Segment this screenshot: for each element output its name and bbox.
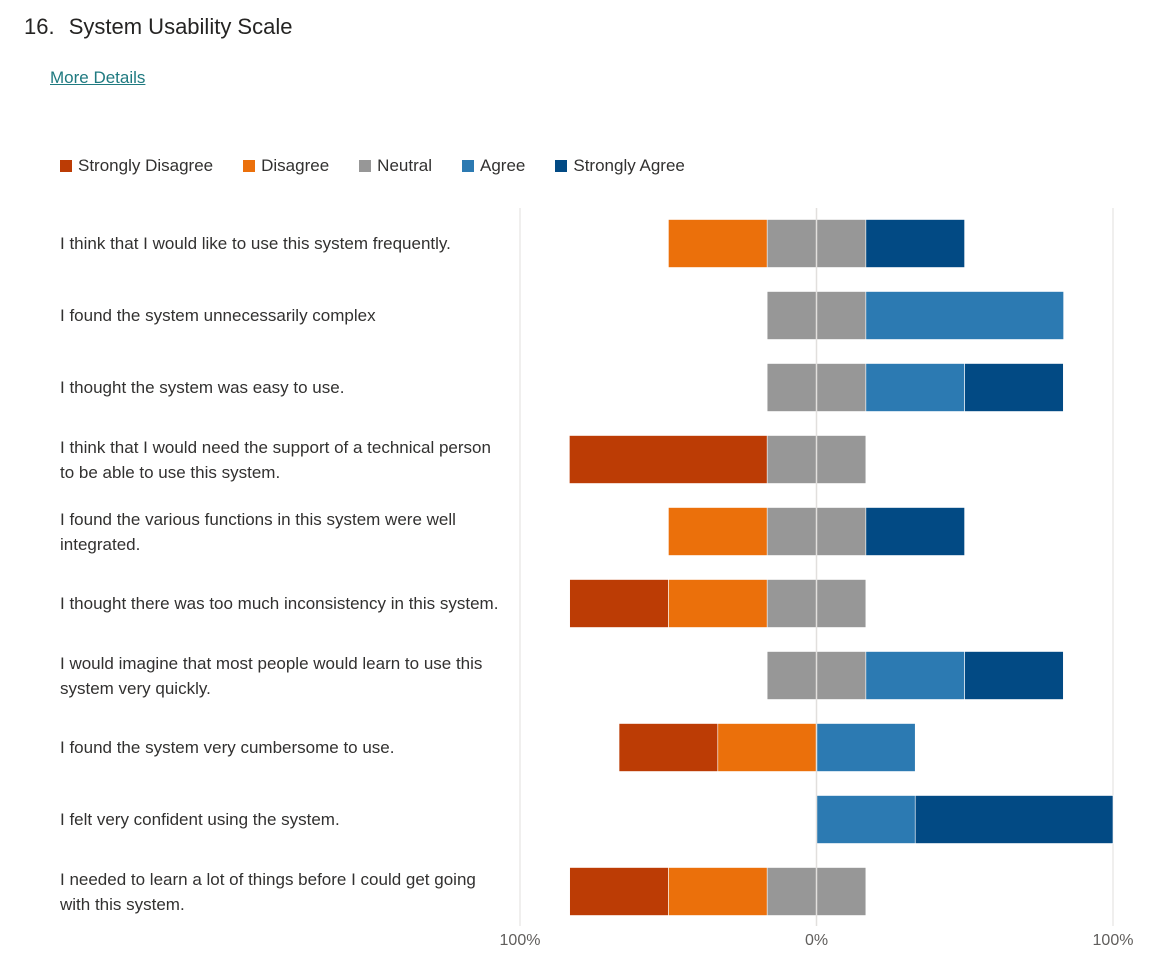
legend-swatch	[60, 160, 72, 172]
bar-segment[interactable]	[569, 579, 669, 628]
row-label: I think that I would need the support of…	[60, 430, 500, 490]
bar-segment[interactable]	[816, 795, 916, 844]
row-label: I think that I would like to use this sy…	[60, 214, 500, 274]
legend-swatch	[461, 160, 474, 172]
question-number: 16.	[24, 14, 55, 39]
legend-label: Agree	[479, 156, 526, 175]
bar-segment[interactable]	[668, 867, 768, 916]
bar-segment[interactable]	[569, 867, 669, 916]
chart-legend: Strongly Disagree Disagree Neutral Agree Str…	[60, 156, 715, 176]
legend-label: Neutral	[377, 156, 432, 175]
legend-item[interactable]: Strongly Disagree	[60, 156, 213, 176]
bar-segment[interactable]	[717, 723, 817, 772]
bar-segment[interactable]	[964, 363, 1064, 412]
row-label-text: I would imagine that most people would l…	[60, 653, 483, 698]
row-label: I needed to learn a lot of things before…	[60, 862, 500, 922]
legend-swatch	[243, 160, 256, 172]
bar-segment[interactable]	[668, 579, 768, 628]
legend-label: Strongly Disagree	[78, 156, 214, 175]
row-label: I felt very confident using the system.	[60, 790, 500, 850]
row-label: I thought there was too much inconsisten…	[60, 574, 500, 634]
row-label: I found the various functions in this sy…	[60, 502, 500, 562]
legend-label: Strongly Agree	[573, 156, 685, 175]
question-title-text: System Usability Scale	[68, 14, 293, 39]
question-title: 16. System Usability Scale	[24, 14, 292, 40]
legend-swatch	[359, 160, 372, 172]
row-label-text: I thought the system was easy to use.	[60, 378, 345, 397]
bar-segment[interactable]	[668, 507, 768, 556]
legend-item[interactable]: Disagree	[243, 156, 329, 176]
row-label-text: I think that I would need the support of…	[60, 437, 491, 482]
bar-segment[interactable]	[865, 219, 965, 268]
bar-segment[interactable]	[569, 435, 768, 484]
row-label: I would imagine that most people would l…	[60, 646, 500, 706]
bar-segment[interactable]	[816, 723, 916, 772]
x-tick-label: 100%	[500, 932, 541, 949]
row-label-text: I found the various functions in this sy…	[60, 509, 456, 554]
bar-segment[interactable]	[865, 651, 965, 700]
row-label-text: I found the system unnecessarily complex	[60, 306, 376, 325]
legend-item[interactable]: Agree	[461, 156, 526, 176]
row-label-text: I felt very confident using the system.	[60, 810, 340, 829]
row-label: I thought the system was easy to use.	[60, 358, 500, 418]
legend-item[interactable]: Neutral	[359, 156, 432, 176]
bar-segment[interactable]	[865, 291, 1064, 340]
bar-segment[interactable]	[618, 723, 719, 772]
legend-label: Disagree	[261, 156, 330, 175]
bar-segment[interactable]	[865, 507, 965, 556]
row-label-text: I needed to learn a lot of things before…	[60, 869, 476, 914]
row-label-text: I think that I would like to use this sy…	[60, 234, 451, 253]
row-label-text: I found the system very cumbersome to us…	[60, 738, 395, 757]
x-tick-label: 0%	[805, 932, 828, 949]
bar-segment[interactable]	[964, 651, 1064, 700]
row-label: I found the system unnecessarily complex	[60, 286, 500, 346]
legend-swatch	[555, 160, 568, 172]
legend-item[interactable]: Strongly Agree	[555, 156, 685, 176]
x-tick-label: 100%	[1093, 932, 1134, 949]
row-label: I found the system very cumbersome to us…	[60, 718, 500, 778]
more-details-link[interactable]: More Details	[50, 68, 146, 87]
bar-segment[interactable]	[865, 363, 965, 412]
bar-segment[interactable]	[668, 219, 768, 268]
bar-segment[interactable]	[914, 795, 1114, 844]
row-label-text: I thought there was too much inconsisten…	[60, 594, 499, 613]
